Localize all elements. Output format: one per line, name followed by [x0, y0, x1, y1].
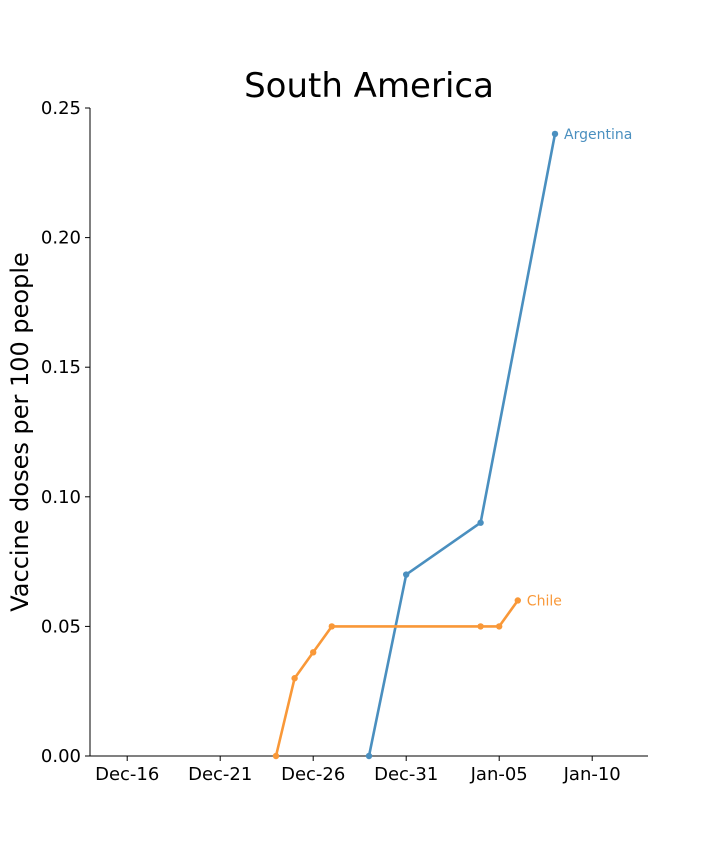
data-point-argentina: [365, 752, 373, 760]
axes: [89, 108, 648, 757]
data-point-argentina: [551, 130, 559, 138]
x-tick-label: Dec-26: [281, 764, 345, 785]
x-tick-label: Jan-05: [470, 764, 528, 785]
data-point-chile: [272, 752, 280, 760]
series-group: Argentina Chile: [272, 127, 632, 760]
data-point-chile: [328, 623, 335, 630]
y-tick-label: 0.10: [41, 487, 81, 508]
data-point-chile: [514, 597, 521, 604]
series-label-argentina: Argentina: [564, 127, 632, 143]
y-tick-label: 0.15: [41, 357, 81, 378]
x-tick-label: Jan-10: [563, 764, 621, 785]
data-point-argentina: [403, 571, 410, 578]
series-chile: Chile: [272, 593, 562, 760]
y-tick-label: 0.20: [41, 228, 81, 249]
y-axis-label: Vaccine doses per 100 people: [6, 252, 34, 612]
x-axis-ticks: Dec-16 Dec-21 Dec-26 Dec-31 Jan-05 Jan-10: [95, 756, 621, 785]
data-point-chile: [310, 649, 317, 656]
y-tick-label: 0.25: [41, 98, 81, 119]
series-line-argentina: [367, 133, 557, 757]
x-tick-label: Dec-16: [95, 764, 159, 785]
chart-title: South America: [244, 66, 494, 106]
x-tick-label: Dec-31: [374, 764, 438, 785]
series-argentina: Argentina: [365, 127, 632, 760]
x-tick-label: Dec-21: [188, 764, 252, 785]
y-axis-ticks: 0.00 0.05 0.10 0.15 0.20 0.25: [41, 98, 90, 767]
y-tick-label: 0.00: [41, 746, 81, 767]
data-point-chile: [496, 623, 503, 630]
data-point-chile: [291, 675, 298, 682]
data-point-chile: [477, 623, 484, 630]
series-label-chile: Chile: [527, 593, 562, 609]
data-point-argentina: [477, 519, 484, 526]
y-tick-label: 0.05: [41, 616, 81, 637]
